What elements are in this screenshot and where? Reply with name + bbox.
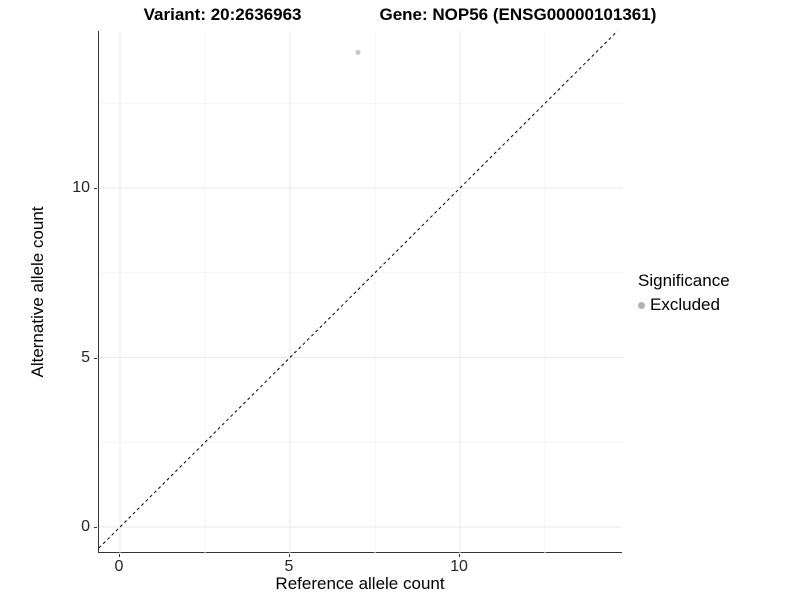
legend-title: Significance: [638, 271, 730, 290]
y-tick-mark: [94, 188, 97, 189]
y-tick-label: 0: [81, 518, 90, 535]
plot-panel: [98, 31, 623, 553]
identity-line: [99, 31, 618, 549]
legend-item-label: Excluded: [650, 295, 720, 314]
gene-title: Gene: NOP56 (ENSG00000101361): [379, 5, 657, 24]
y-tick-mark: [94, 357, 97, 359]
x-tick-mark: [289, 554, 290, 557]
y-axis-label: Alternative allele count: [28, 206, 47, 378]
data-point: [355, 49, 361, 55]
x-tick-label: 5: [284, 558, 294, 575]
y-tick-label: 5: [81, 348, 90, 366]
plot-title: Variant: 20:2636963 Gene: NOP56 (ENSG000…: [0, 5, 800, 25]
x-tick-label: 0: [114, 558, 124, 575]
legend: Significance Excluded: [638, 271, 730, 315]
y-tick-mark: [94, 527, 97, 528]
x-tick-label: 10: [450, 558, 468, 575]
x-axis-label: Reference allele count: [275, 574, 445, 593]
plot-canvas: [99, 31, 623, 553]
legend-item: Excluded: [638, 295, 730, 315]
x-tick-mark: [459, 554, 460, 557]
legend-point-icon: [638, 301, 645, 309]
x-tick-mark: [119, 554, 120, 557]
variant-title: Variant: 20:2636963: [143, 5, 302, 24]
y-tick-label: 10: [72, 179, 90, 196]
